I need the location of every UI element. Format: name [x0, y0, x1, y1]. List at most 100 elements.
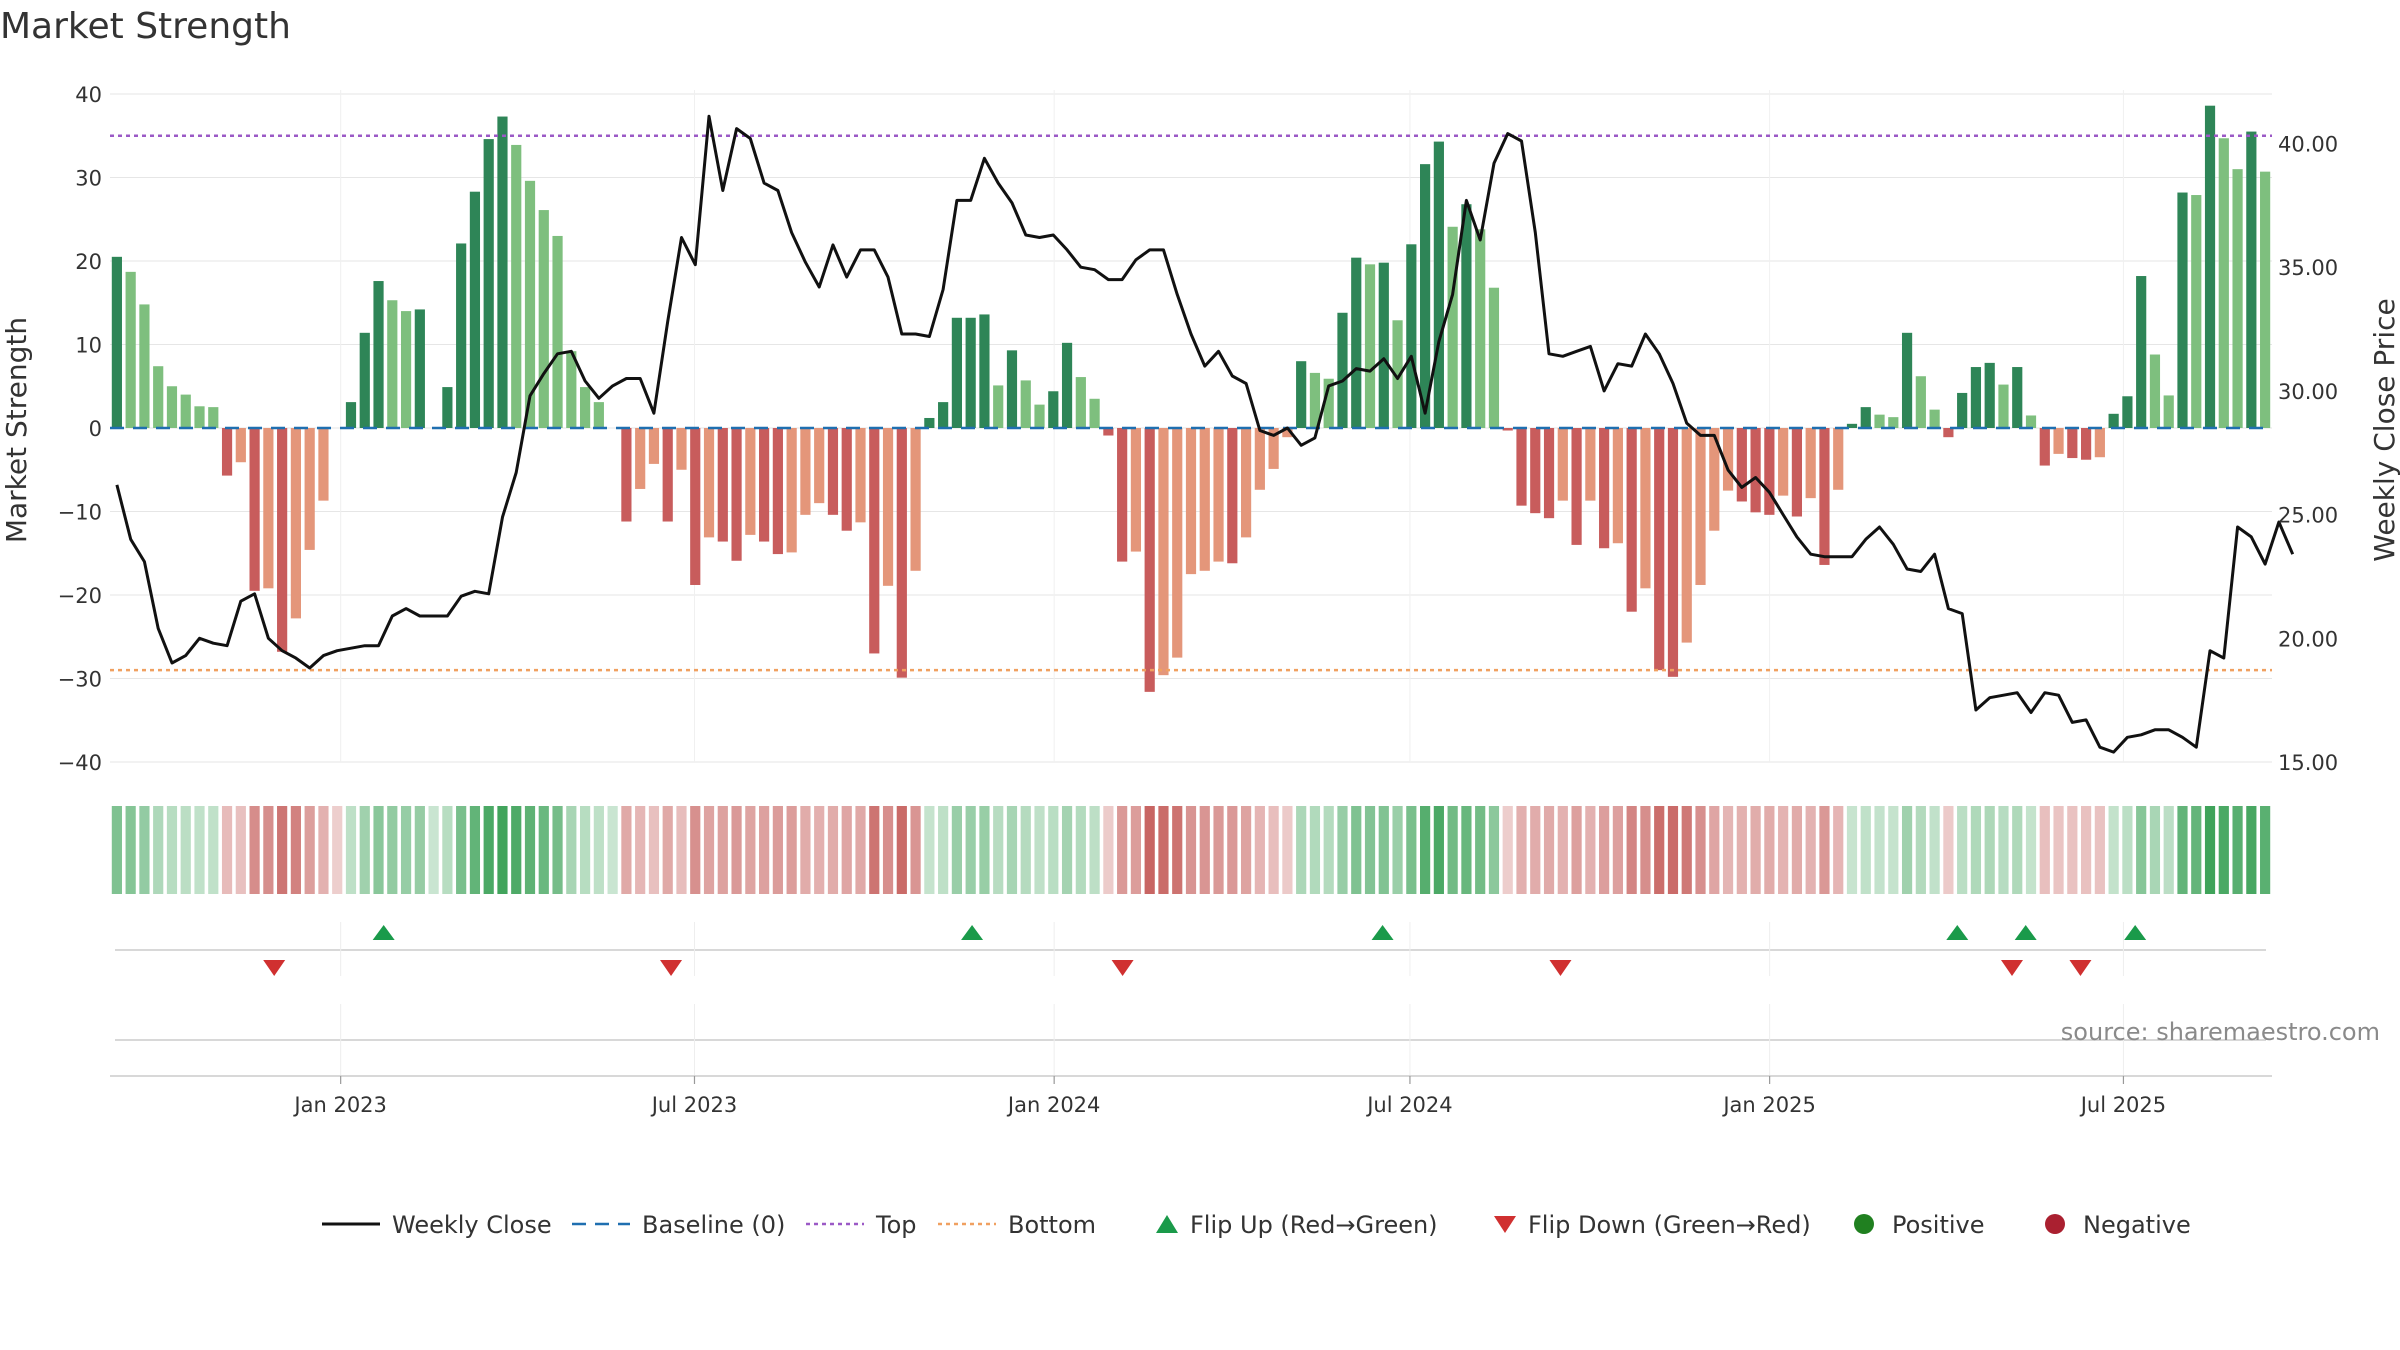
left-y-axis: 40 30 20 10 0 −10 −20 −30 −40: [58, 83, 102, 775]
strength-bar: [318, 428, 329, 501]
strength-bar: [153, 366, 164, 428]
heat-cell: [263, 806, 274, 894]
strength-bar: [1433, 141, 1444, 428]
right-tick-label: 20.00: [2278, 627, 2338, 651]
heat-cell: [1860, 806, 1871, 894]
strength-bar: [1378, 262, 1389, 428]
weekly-close-polyline: [115, 114, 2295, 754]
flip-up-marker: [961, 925, 984, 940]
strength-bar: [1144, 428, 1155, 692]
strength-bar: [2108, 413, 2119, 428]
heat-cell: [1571, 806, 1582, 894]
strength-bar: [1227, 428, 1238, 564]
strength-bar: [180, 394, 191, 428]
heat-cell: [1626, 806, 1637, 894]
strength-bar: [1309, 372, 1321, 428]
heat-cell: [400, 806, 412, 894]
legend-item: Bottom: [938, 1211, 1096, 1239]
strength-bar: [1516, 428, 1527, 506]
heat-cell: [428, 806, 439, 894]
heat-cell: [1406, 806, 1417, 894]
heat-cell: [552, 806, 563, 894]
heat-cell: [1006, 806, 1018, 894]
right-axis-label: Weekly Close Price: [2368, 298, 2400, 561]
strength-bar: [1833, 428, 1844, 490]
strength-bar: [1199, 428, 1210, 571]
heat-cell: [125, 806, 136, 894]
strength-bar: [139, 304, 150, 428]
strength-bar: [2246, 131, 2257, 428]
strength-bar: [1654, 428, 1665, 671]
heat-cell: [676, 806, 687, 894]
heat-cell: [2246, 806, 2257, 894]
left-tick-label: 10: [75, 334, 102, 358]
strength-bar: [1488, 287, 1500, 428]
strength-bar: [1709, 428, 1720, 531]
strength-bar: [1006, 350, 1018, 428]
strength-bar: [635, 428, 646, 489]
flip-down-marker: [2069, 960, 2092, 976]
heat-cell: [1764, 806, 1775, 894]
x-tick-label: Jul 2023: [650, 1093, 737, 1117]
strength-bar: [1130, 428, 1142, 552]
strength-bar: [387, 300, 398, 428]
heat-cell: [1791, 806, 1803, 894]
right-tick-label: 35.00: [2278, 256, 2338, 280]
strength-bar: [1557, 428, 1568, 501]
strength-bars: [111, 105, 2271, 692]
strength-bar: [1089, 398, 1100, 428]
strength-bar: [359, 332, 370, 428]
legend: Weekly Close Baseline (0) Top Bottom Flip Up…: [322, 1211, 2191, 1239]
legend-label: Flip Down (Green→Red): [1528, 1211, 1811, 1239]
strength-bar: [1254, 428, 1265, 490]
strength-bar: [910, 428, 921, 571]
heat-cell: [662, 806, 673, 894]
strength-bar: [951, 317, 962, 428]
heat-cell: [882, 806, 894, 894]
left-tick-label: 30: [75, 167, 102, 191]
heat-cell: [2191, 806, 2202, 894]
legend-item: Positive: [1854, 1211, 1985, 1239]
strength-bar: [235, 428, 246, 463]
source-credit: source: sharemaestro.com: [2061, 1018, 2380, 1046]
heat-cell: [1819, 806, 1830, 894]
heat-cell: [1722, 806, 1734, 894]
legend-item: Weekly Close: [322, 1211, 552, 1239]
strength-bar: [1034, 404, 1045, 428]
strength-bar: [511, 144, 522, 428]
heat-cell: [593, 806, 604, 894]
heat-cell: [511, 806, 522, 894]
heat-cell: [1750, 806, 1761, 894]
legend-label: Baseline (0): [642, 1211, 785, 1239]
heat-cell: [938, 806, 949, 894]
heat-cell: [111, 806, 122, 894]
strength-bar: [1957, 392, 1968, 428]
strength-bar: [2053, 428, 2064, 454]
legend-item: Flip Up (Red→Green): [1156, 1211, 1438, 1239]
heat-cell: [2094, 806, 2105, 894]
strength-bar: [483, 139, 494, 428]
strength-bar: [263, 428, 274, 589]
flip-markers-panel: [115, 922, 2266, 976]
strength-bar: [2012, 367, 2023, 428]
heat-cell: [1433, 806, 1444, 894]
heat-cell: [1323, 806, 1334, 894]
heat-cell: [800, 806, 811, 894]
strength-bar: [1351, 257, 1362, 428]
heat-cell: [1667, 806, 1679, 894]
strength-bar: [1764, 428, 1775, 515]
flip-up-marker: [372, 925, 395, 940]
legend-item: Baseline (0): [572, 1211, 785, 1239]
strength-bar: [1530, 428, 1541, 514]
legend-label: Top: [875, 1211, 917, 1239]
strength-bar: [304, 428, 315, 550]
heat-cell: [1254, 806, 1265, 894]
heat-cell: [2108, 806, 2119, 894]
strength-bar: [965, 317, 976, 428]
strength-bar: [1888, 417, 1899, 428]
heat-cell: [965, 806, 976, 894]
heat-cell: [153, 806, 164, 894]
heat-cell: [290, 806, 301, 894]
left-tick-label: −40: [58, 751, 102, 775]
strength-bar: [703, 428, 715, 538]
